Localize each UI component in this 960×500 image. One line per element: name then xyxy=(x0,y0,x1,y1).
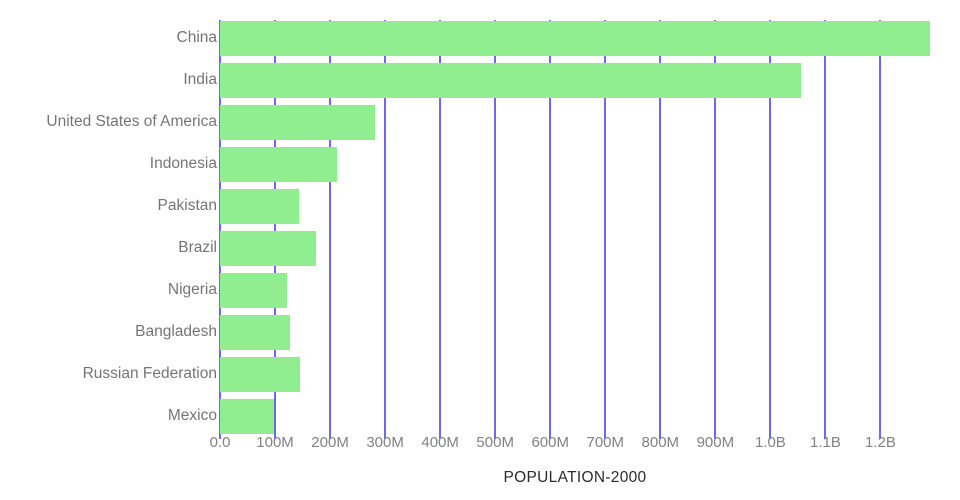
bar-Russian Federation xyxy=(220,356,301,392)
grid-line-700M xyxy=(604,20,607,439)
grid-line-400M xyxy=(439,20,442,439)
x-tick-label: 500M xyxy=(476,434,514,451)
grid-line-600M xyxy=(549,20,552,439)
bar-row xyxy=(220,269,930,311)
category-label: Nigeria xyxy=(167,281,217,298)
bar-Bangladesh xyxy=(220,314,291,350)
category-label: China xyxy=(176,29,218,46)
x-tick-label: 300M xyxy=(366,434,404,451)
x-tick-label: 700M xyxy=(586,434,625,451)
category-label: Mexico xyxy=(167,407,217,424)
gridlines-layer xyxy=(219,20,930,439)
x-tick-label: 1.1B xyxy=(809,434,841,451)
category-labels: China India United States of America Indone… xyxy=(0,17,217,437)
x-axis-title: POPULATION-2000 xyxy=(503,469,647,486)
x-tick-label: 600M xyxy=(531,434,569,451)
grid-line-800M xyxy=(659,20,662,439)
category-label: Bangladesh xyxy=(135,323,217,340)
grid-line-300M xyxy=(384,20,387,439)
x-axis-tick-labels: 0.0 100M 200M 300M 400M 500M 600M 700M 800M 900M 1… xyxy=(210,434,930,452)
category-label: India xyxy=(183,71,217,88)
x-tick-label: 900M xyxy=(696,434,735,451)
category-label: Indonesia xyxy=(149,155,217,172)
x-tick-label: 800M xyxy=(641,434,680,451)
bar-row xyxy=(220,311,930,353)
bar-row xyxy=(220,395,930,437)
bar-India xyxy=(220,62,802,98)
category-label: Brazil xyxy=(178,239,217,256)
bar-Nigeria xyxy=(220,272,287,308)
x-tick-label: 1.2B xyxy=(865,434,896,451)
bar-row xyxy=(220,59,930,101)
bar-row xyxy=(220,227,930,269)
bar-Mexico xyxy=(220,398,275,434)
bar-row xyxy=(220,17,930,59)
category-label: United States of America xyxy=(46,113,217,130)
bar-China xyxy=(220,20,930,56)
bar-Brazil xyxy=(220,230,317,266)
x-tick-label: 100M xyxy=(256,434,294,451)
bar-Indonesia xyxy=(220,146,337,182)
x-tick-label: 400M xyxy=(421,434,459,451)
x-tick-label: 200M xyxy=(311,434,349,451)
grid-line-200M xyxy=(329,20,332,439)
category-label: Pakistan xyxy=(157,197,217,214)
grid-line-1.0B xyxy=(769,20,772,439)
bar-United States of America xyxy=(220,104,376,140)
x-tick-label: 0.0 xyxy=(209,434,231,451)
bar-row xyxy=(220,353,930,395)
bar-row xyxy=(220,143,930,185)
bars-layer xyxy=(220,17,930,437)
bar-row xyxy=(220,101,930,143)
grid-line-500M xyxy=(494,20,497,439)
grid-line-1.1B xyxy=(824,20,827,439)
category-label: Russian Federation xyxy=(82,365,217,382)
x-tick-label: 1.0B xyxy=(754,434,786,451)
bar-Pakistan xyxy=(220,188,299,224)
grid-line-900M xyxy=(714,20,717,439)
grid-line-1.2B xyxy=(879,20,882,439)
grid-line-100M xyxy=(274,20,277,439)
bar-row xyxy=(220,185,930,227)
grid-line-0.0 xyxy=(219,20,221,439)
